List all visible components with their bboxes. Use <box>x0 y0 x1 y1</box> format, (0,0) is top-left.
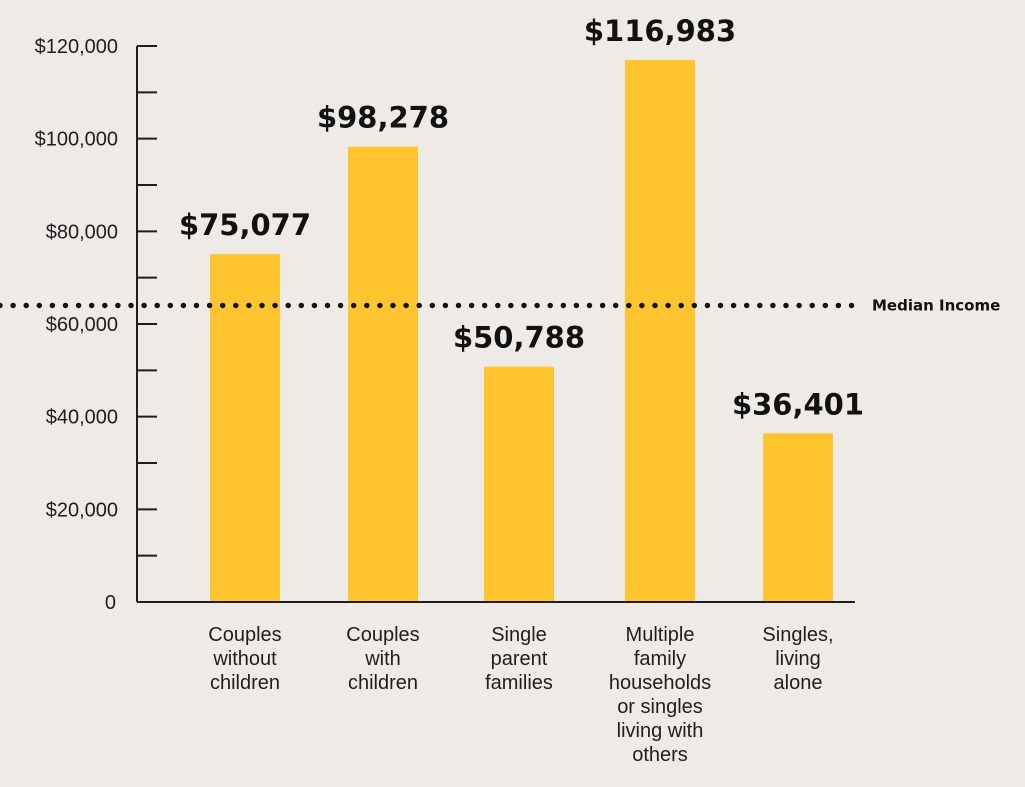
x-category-label-line: children <box>210 672 280 694</box>
x-category-label-line: or singles <box>617 696 703 718</box>
bar <box>484 366 554 602</box>
x-category-label-line: Single <box>491 624 547 646</box>
x-category-label-line: Singles, <box>762 624 833 646</box>
x-category-label: Singles, living alone <box>762 624 833 694</box>
x-category-label-line: families <box>485 672 553 694</box>
bar-value-label: $36,401 <box>732 387 864 421</box>
x-category-label-line: households <box>609 672 711 694</box>
x-category-label-line: parent <box>491 648 548 670</box>
x-category-label: Couples without children <box>208 624 281 694</box>
y-tick-label: $60,000 <box>46 314 118 336</box>
y-tick-label: $20,000 <box>46 499 118 521</box>
bar-value-label: $116,983 <box>584 14 736 48</box>
y-tick-label: 0 <box>105 592 116 614</box>
x-category-label-line: Couples <box>208 624 281 646</box>
x-category-label-line: family <box>634 648 686 670</box>
y-tick-label: $100,000 <box>35 129 118 151</box>
x-category-label: Single parent families <box>485 624 553 694</box>
y-tick-label: $120,000 <box>35 36 118 58</box>
bar-value-label: $98,278 <box>317 101 449 135</box>
x-category-label-line: without <box>212 648 277 670</box>
x-category-label: Multiple family households or singles living… <box>609 624 711 766</box>
x-category-label-line: living with <box>617 720 704 742</box>
x-category-label-line: Couples <box>346 624 419 646</box>
bar-value-label: $75,077 <box>179 208 311 242</box>
x-category-label-line: children <box>348 672 418 694</box>
x-category-label-line: others <box>632 744 688 766</box>
y-tick-label: $80,000 <box>46 221 118 243</box>
bar <box>348 146 418 602</box>
x-category-label-line: alone <box>774 672 823 694</box>
x-category-label: Couples with children <box>346 624 419 694</box>
bar-value-label: $50,788 <box>453 321 585 355</box>
x-category-label-line: Multiple <box>626 624 695 646</box>
x-category-label-line: with <box>364 648 401 670</box>
median-income-label: Median Income <box>872 296 1000 314</box>
y-tick-label: $40,000 <box>46 407 118 429</box>
bar <box>210 254 280 602</box>
x-category-label-line: living <box>775 648 821 670</box>
bar <box>763 433 833 602</box>
bar <box>625 59 695 603</box>
